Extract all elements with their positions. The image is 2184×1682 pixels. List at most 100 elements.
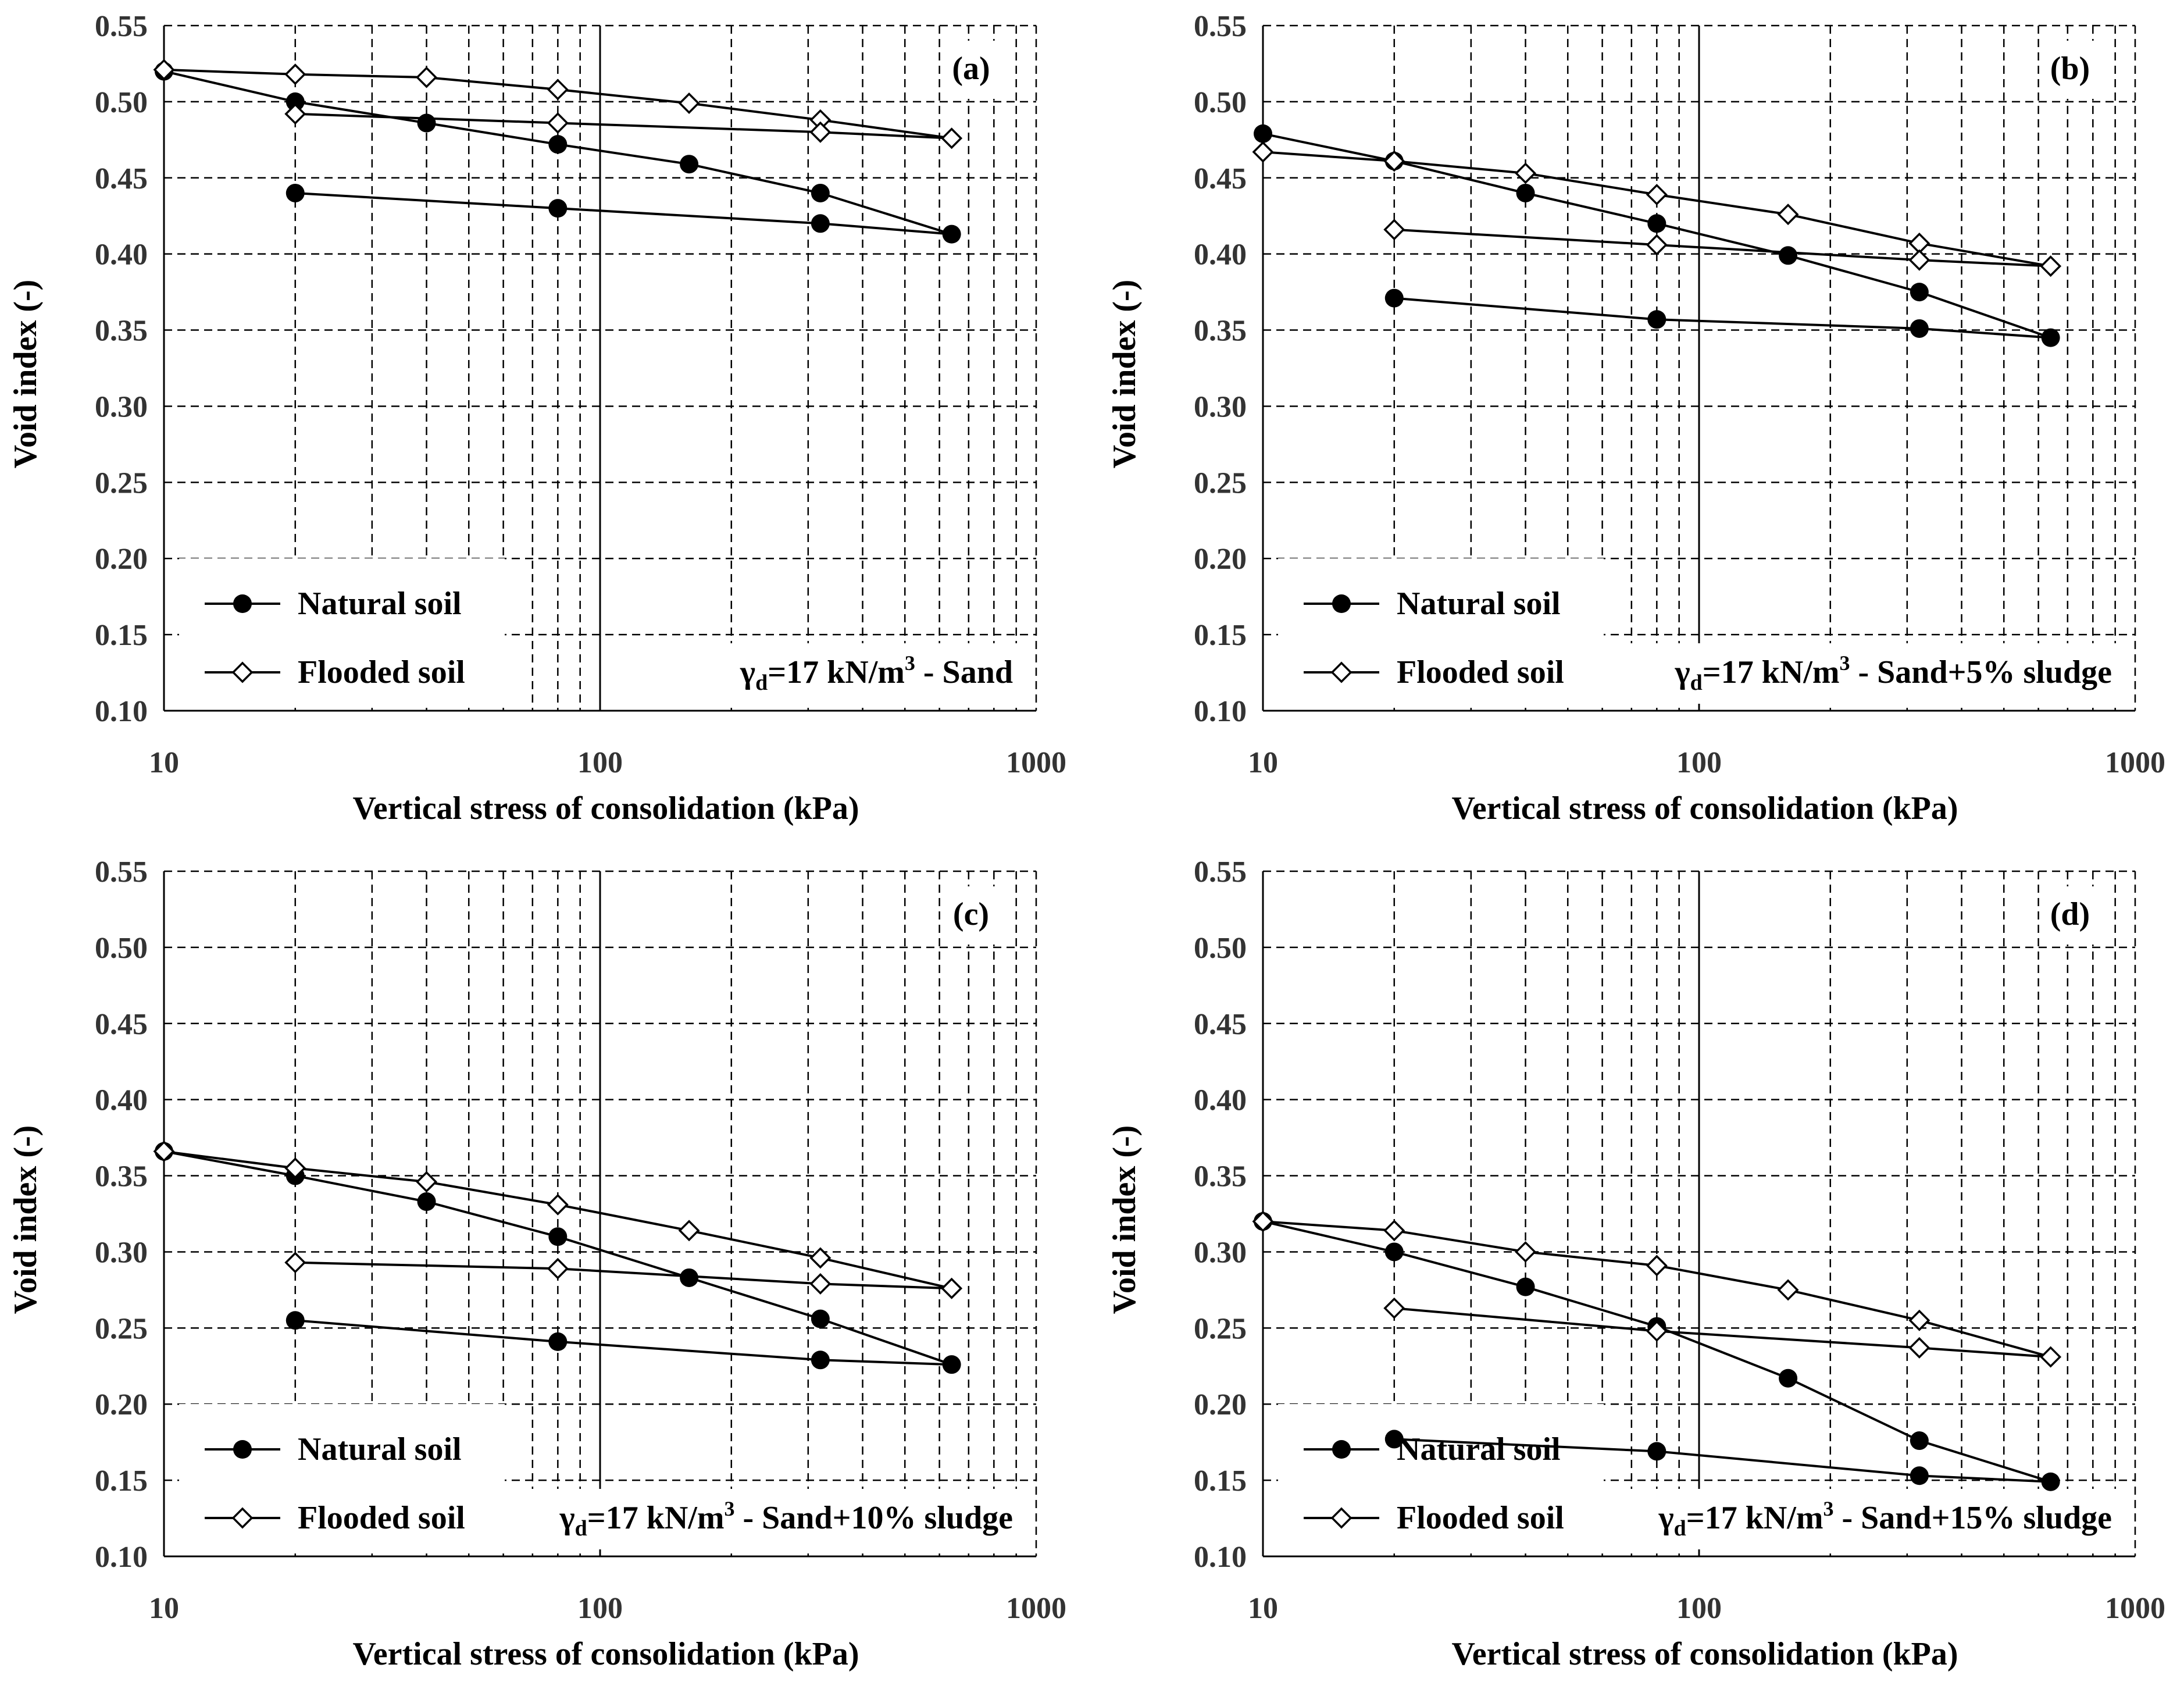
data-point-flooded-soil (416, 66, 438, 88)
data-point-natural-soil (1254, 124, 1272, 143)
series-line-natural-soil (163, 70, 952, 236)
x-tick-label: 10 (1248, 746, 1278, 779)
chart-panel-c: 0.10 0.15 0.20 0.25 0.30 0.35 0.40 0.45 0.50 0.55… (8, 856, 1066, 1672)
data-point-natural-soil (417, 113, 436, 133)
data-point-natural-soil (811, 1350, 830, 1370)
y-tick-label: 0.35 (1194, 1160, 1247, 1193)
data-point-natural-soil (1647, 1442, 1666, 1461)
data-point-flooded-soil (284, 63, 306, 85)
y-tick-label: 0.25 (1194, 466, 1247, 500)
data-point-natural-soil (1910, 1466, 1929, 1485)
legend (1278, 558, 1604, 704)
x-tick-label: 10 (149, 746, 179, 779)
data-point-flooded-soil (1515, 1241, 1537, 1263)
data-point-flooded-soil (1908, 249, 1930, 271)
data-point-natural-soil (286, 1311, 305, 1330)
legend-label: Natural soil (1397, 1431, 1561, 1467)
series-line-natural-soil (163, 1150, 952, 1366)
legend-marker-flooded-soil (231, 661, 254, 683)
legend-label: Natural soil (298, 586, 462, 622)
data-point-natural-soil (1647, 310, 1666, 329)
data-point-flooded-soil (1908, 1337, 1930, 1359)
y-tick-label: 0.10 (95, 695, 148, 728)
data-point-natural-soil (286, 92, 305, 111)
x-tick-label: 10 (1248, 1592, 1278, 1625)
x-tick-label: 1000 (2105, 1592, 2165, 1625)
data-point-natural-soil (548, 135, 568, 154)
y-tick-label: 0.50 (1194, 932, 1247, 965)
y-tick-label: 0.10 (95, 1541, 148, 1574)
x-tick-label: 1000 (1006, 746, 1066, 779)
y-tick-label: 0.45 (1194, 1008, 1247, 1041)
data-point-natural-soil (942, 224, 961, 244)
legend-label: Flooded soil (298, 654, 465, 690)
density-annotation: γd=17 kN/m3 - Sand (740, 651, 1013, 695)
data-point-flooded-soil (809, 1247, 832, 1269)
data-point-flooded-soil (284, 1252, 306, 1274)
y-tick-label: 0.50 (95, 86, 148, 119)
x-tick-label: 100 (577, 746, 623, 779)
y-tick-label: 0.15 (95, 1464, 148, 1498)
density-annotation: γd=17 kN/m3 - Sand+10% sludge (559, 1497, 1013, 1541)
annotation-box (694, 643, 1026, 704)
legend (1278, 1404, 1604, 1549)
y-tick-label: 0.55 (95, 856, 148, 889)
data-point-flooded-soil (1383, 1297, 1405, 1319)
y-tick-label: 0.10 (1194, 1541, 1247, 1574)
data-point-natural-soil (811, 183, 830, 202)
data-point-flooded-soil (153, 59, 175, 81)
y-tick-label: 0.35 (1194, 315, 1247, 348)
y-tick-label: 0.35 (95, 1160, 148, 1193)
legend-label: Flooded soil (1397, 1500, 1564, 1536)
y-tick-label: 0.15 (1194, 1464, 1247, 1498)
y-axis-title: Void index (-) (1107, 280, 1143, 469)
data-point-flooded-soil (547, 79, 569, 101)
y-tick-label: 0.45 (95, 162, 148, 195)
chart-panel-a: 0.10 0.15 0.20 0.25 0.30 0.35 0.40 0.45 0.50 0.55… (8, 10, 1066, 826)
y-tick-label: 0.10 (1194, 695, 1247, 728)
legend (179, 558, 505, 704)
data-point-flooded-soil (941, 1277, 963, 1299)
series-line-flooded-soil (163, 68, 952, 140)
y-tick-label: 0.15 (95, 619, 148, 652)
y-axis-title: Void index (-) (8, 280, 44, 469)
chart-panel-d: 0.10 0.15 0.20 0.25 0.30 0.35 0.40 0.45 0.50 0.55… (1107, 856, 2165, 1672)
x-tick-label: 1000 (2105, 746, 2165, 779)
x-tick-label: 100 (577, 1592, 623, 1625)
y-tick-label: 0.30 (1194, 1236, 1247, 1269)
y-tick-label: 0.25 (95, 466, 148, 500)
y-tick-label: 0.20 (95, 1388, 148, 1421)
data-point-natural-soil (811, 1309, 830, 1328)
data-point-flooded-soil (1515, 162, 1537, 184)
data-point-flooded-soil (1646, 184, 1668, 206)
data-point-flooded-soil (809, 1273, 832, 1295)
y-tick-label: 0.20 (1194, 1388, 1247, 1421)
data-point-natural-soil (548, 1227, 568, 1246)
x-tick-label: 1000 (1006, 1592, 1066, 1625)
x-tick-label: 100 (1676, 1592, 1722, 1625)
y-tick-label: 0.50 (1194, 86, 1247, 119)
legend-marker-natural-soil (1332, 594, 1351, 613)
y-tick-label: 0.40 (95, 238, 148, 272)
data-point-flooded-soil (1646, 234, 1668, 256)
annotation-box (502, 1489, 1026, 1549)
x-axis-title: Vertical stress of consolidation (kPa) (352, 790, 859, 826)
annotation-box (1601, 1489, 2125, 1549)
data-point-flooded-soil (284, 1157, 306, 1179)
y-tick-label: 0.45 (95, 1008, 148, 1041)
y-tick-label: 0.25 (95, 1312, 148, 1345)
data-point-flooded-soil (547, 1193, 569, 1216)
data-point-flooded-soil (547, 1257, 569, 1280)
data-point-natural-soil (1910, 1431, 1929, 1451)
legend-label: Natural soil (298, 1431, 462, 1467)
data-point-flooded-soil (1383, 150, 1405, 172)
legend-label: Flooded soil (298, 1500, 465, 1536)
y-axis-title: Void index (-) (1107, 1125, 1143, 1314)
y-tick-label: 0.55 (1194, 856, 1247, 889)
data-point-natural-soil (1384, 1242, 1404, 1262)
legend (179, 1404, 505, 1549)
data-point-natural-soil (548, 199, 568, 218)
legend-marker-flooded-soil (1330, 661, 1352, 683)
data-point-flooded-soil (1646, 1320, 1668, 1342)
